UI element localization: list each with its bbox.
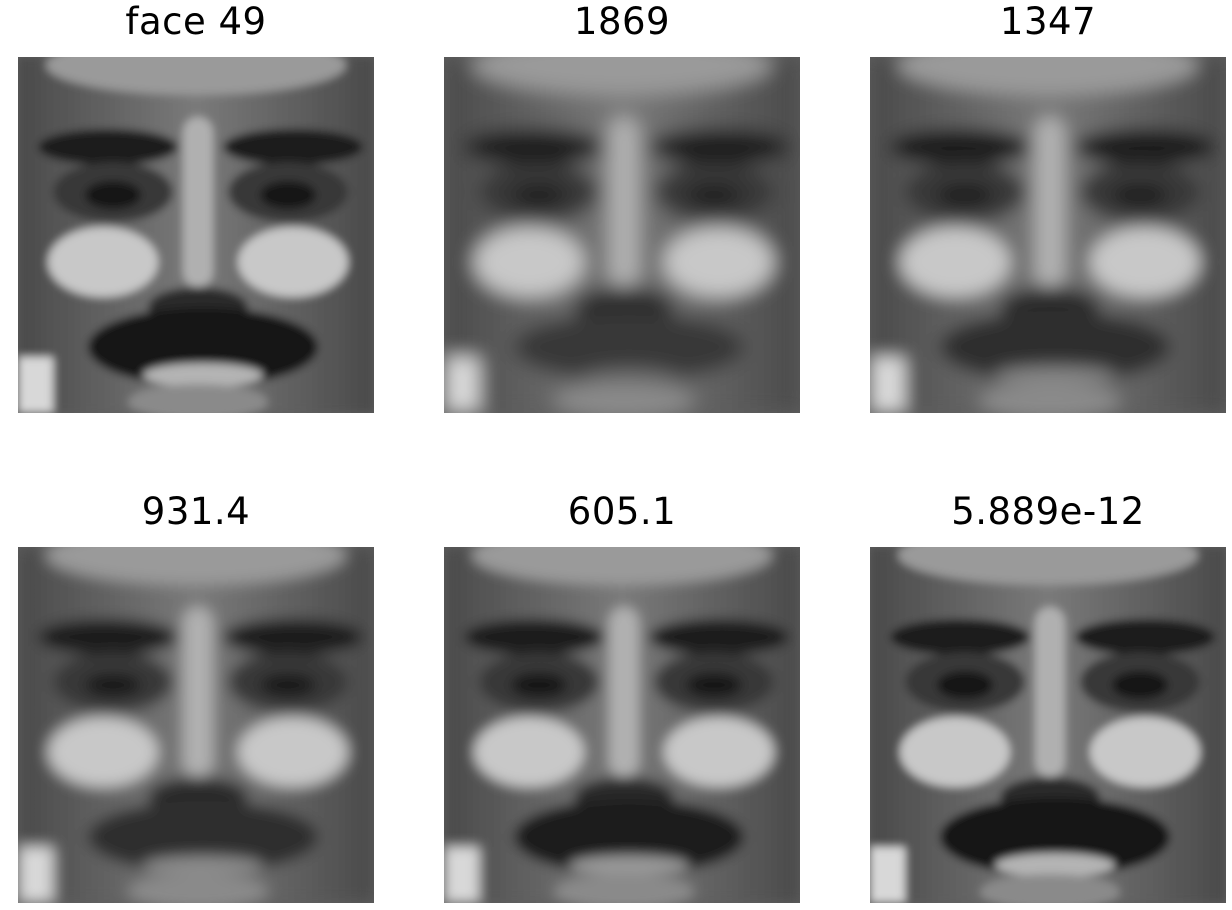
panel-title: 605.1 <box>567 490 677 533</box>
panel-title: 1869 <box>573 0 671 43</box>
panel-title: 1347 <box>999 0 1097 43</box>
face-image <box>444 57 800 413</box>
panel-title: 5.889e-12 <box>951 490 1145 533</box>
face-image <box>18 57 374 413</box>
face-image <box>870 57 1226 413</box>
face-image <box>870 547 1226 903</box>
face-image <box>18 547 374 903</box>
panel-title: face 49 <box>125 0 267 43</box>
face-image <box>444 547 800 903</box>
panel-title: 931.4 <box>141 490 251 533</box>
